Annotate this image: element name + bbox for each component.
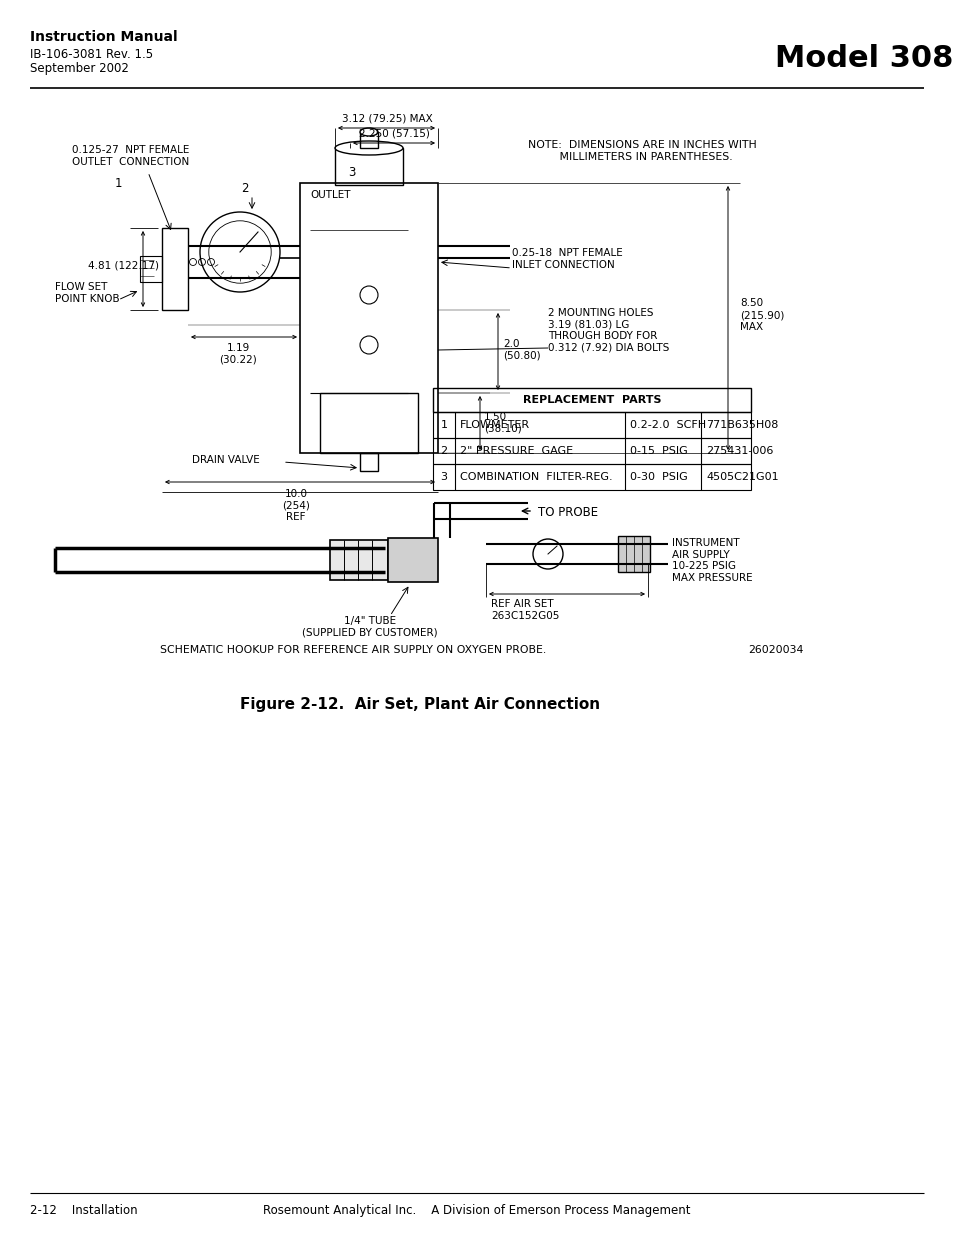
Bar <box>319 393 417 453</box>
Bar <box>330 540 388 580</box>
Text: FLOWMETER: FLOWMETER <box>459 420 530 430</box>
Text: INSTRUMENT
AIR SUPPLY
10-225 PSIG
MAX PRESSURE: INSTRUMENT AIR SUPPLY 10-225 PSIG MAX PR… <box>671 538 752 583</box>
Text: 1: 1 <box>114 177 122 189</box>
Text: NOTE:  DIMENSIONS ARE IN INCHES WITH
         MILLIMETERS IN PARENTHESES.: NOTE: DIMENSIONS ARE IN INCHES WITH MILL… <box>527 140 756 162</box>
Text: 0-30  PSIG: 0-30 PSIG <box>629 472 687 482</box>
Bar <box>433 412 750 438</box>
Text: 0-15  PSIG: 0-15 PSIG <box>629 446 687 456</box>
Text: 2" PRESSURE  GAGE: 2" PRESSURE GAGE <box>459 446 573 456</box>
Bar <box>433 388 750 412</box>
Bar <box>433 438 750 464</box>
Text: 1.19
(30.22): 1.19 (30.22) <box>219 343 256 364</box>
Text: 3: 3 <box>348 165 355 179</box>
Text: 2.0
(50.80): 2.0 (50.80) <box>502 340 540 361</box>
Text: 2 MOUNTING HOLES
3.19 (81.03) LG
THROUGH BODY FOR
0.312 (7.92) DIA BOLTS: 2 MOUNTING HOLES 3.19 (81.03) LG THROUGH… <box>547 308 669 353</box>
Text: 1.50
(38.10): 1.50 (38.10) <box>483 412 521 433</box>
Text: 26020034: 26020034 <box>747 645 802 655</box>
Text: Model 3081FG: Model 3081FG <box>774 43 953 73</box>
Text: 0.2-2.0  SCFH: 0.2-2.0 SCFH <box>629 420 705 430</box>
Text: Figure 2-12.  Air Set, Plant Air Connection: Figure 2-12. Air Set, Plant Air Connecti… <box>240 697 599 713</box>
Bar <box>140 256 162 282</box>
Bar <box>433 464 750 490</box>
Text: 3.12 (79.25) MAX: 3.12 (79.25) MAX <box>341 112 432 124</box>
Ellipse shape <box>335 141 402 156</box>
Text: Rosemount Analytical Inc.    A Division of Emerson Process Management: Rosemount Analytical Inc. A Division of … <box>263 1204 690 1216</box>
Text: 275431-006: 275431-006 <box>705 446 773 456</box>
Text: September 2002: September 2002 <box>30 62 129 75</box>
Text: 8.50
(215.90)
MAX: 8.50 (215.90) MAX <box>740 299 783 332</box>
Bar <box>359 453 377 471</box>
Bar <box>388 538 437 582</box>
Text: 3: 3 <box>440 472 447 482</box>
Text: 2: 2 <box>440 446 447 456</box>
Text: 4505C21G01: 4505C21G01 <box>705 472 778 482</box>
Text: 0.25-18  NPT FEMALE
INLET CONNECTION: 0.25-18 NPT FEMALE INLET CONNECTION <box>512 248 622 269</box>
Text: REPLACEMENT  PARTS: REPLACEMENT PARTS <box>522 395 660 405</box>
Text: REF AIR SET
263C152G05: REF AIR SET 263C152G05 <box>491 599 558 621</box>
Text: Instruction Manual: Instruction Manual <box>30 30 177 44</box>
Text: FLOW SET
POINT KNOB: FLOW SET POINT KNOB <box>55 283 119 304</box>
Bar <box>359 132 377 148</box>
Bar <box>162 228 188 310</box>
Bar <box>618 536 649 572</box>
Text: 4.81 (122.17): 4.81 (122.17) <box>88 261 159 270</box>
Text: IB-106-3081 Rev. 1.5: IB-106-3081 Rev. 1.5 <box>30 48 153 61</box>
Text: 2.250 (57.15): 2.250 (57.15) <box>358 128 429 138</box>
Text: SCHEMATIC HOOKUP FOR REFERENCE AIR SUPPLY ON OXYGEN PROBE.: SCHEMATIC HOOKUP FOR REFERENCE AIR SUPPL… <box>160 645 546 655</box>
Text: COMBINATION  FILTER-REG.: COMBINATION FILTER-REG. <box>459 472 612 482</box>
Text: 771B635H08: 771B635H08 <box>705 420 778 430</box>
Bar <box>299 183 437 453</box>
Text: OUTLET: OUTLET <box>310 190 350 200</box>
Text: TO PROBE: TO PROBE <box>537 506 598 519</box>
Bar <box>335 148 402 185</box>
Circle shape <box>200 212 280 291</box>
Text: 2: 2 <box>241 182 249 194</box>
Circle shape <box>533 538 562 569</box>
Ellipse shape <box>359 128 377 136</box>
Text: 1: 1 <box>440 420 447 430</box>
Text: 0.125-27  NPT FEMALE
OUTLET  CONNECTION: 0.125-27 NPT FEMALE OUTLET CONNECTION <box>71 144 190 167</box>
Text: DRAIN VALVE: DRAIN VALVE <box>192 454 259 466</box>
Text: 1/4" TUBE
(SUPPLIED BY CUSTOMER): 1/4" TUBE (SUPPLIED BY CUSTOMER) <box>302 616 437 637</box>
Text: 10.0
(254)
REF: 10.0 (254) REF <box>282 489 310 522</box>
Text: 2-12    Installation: 2-12 Installation <box>30 1204 137 1216</box>
